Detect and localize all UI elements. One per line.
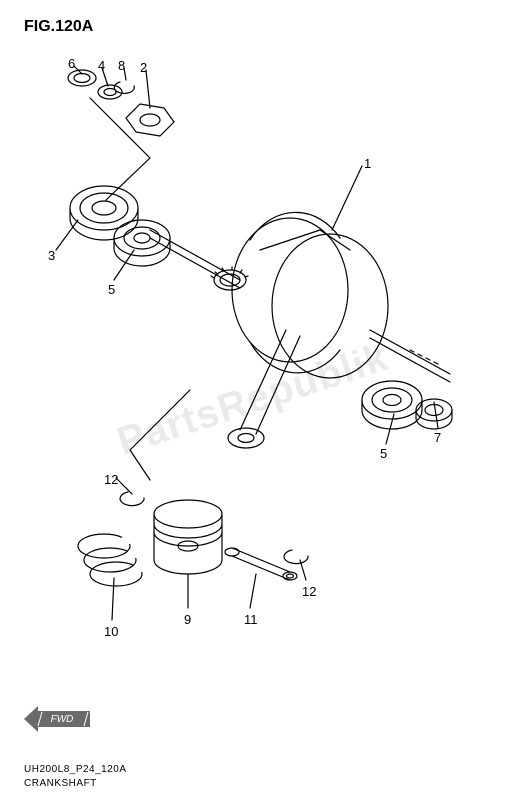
exploded-diagram xyxy=(0,0,506,800)
fwd-label: FWD xyxy=(51,714,74,725)
callout-7: 7 xyxy=(434,430,441,445)
callout-5-left: 5 xyxy=(108,282,115,297)
caption-name: CRANKSHAFT xyxy=(24,778,97,789)
callout-12-a: 12 xyxy=(104,472,118,487)
callout-5-right: 5 xyxy=(380,446,387,461)
callout-9: 9 xyxy=(184,612,191,627)
fwd-arrow-icon: FWD xyxy=(24,706,90,732)
callout-1: 1 xyxy=(364,156,371,171)
caption-model: UH200L8_P24_120A xyxy=(24,764,127,775)
callout-2: 2 xyxy=(140,60,147,75)
fwd-arrow: FWD xyxy=(24,706,90,732)
callout-12-b: 12 xyxy=(302,584,316,599)
callout-4: 4 xyxy=(98,58,105,73)
callout-3: 3 xyxy=(48,248,55,263)
callout-8: 8 xyxy=(118,58,125,73)
callout-11: 11 xyxy=(244,612,258,627)
callout-6: 6 xyxy=(68,56,75,71)
callout-10: 10 xyxy=(104,624,118,639)
